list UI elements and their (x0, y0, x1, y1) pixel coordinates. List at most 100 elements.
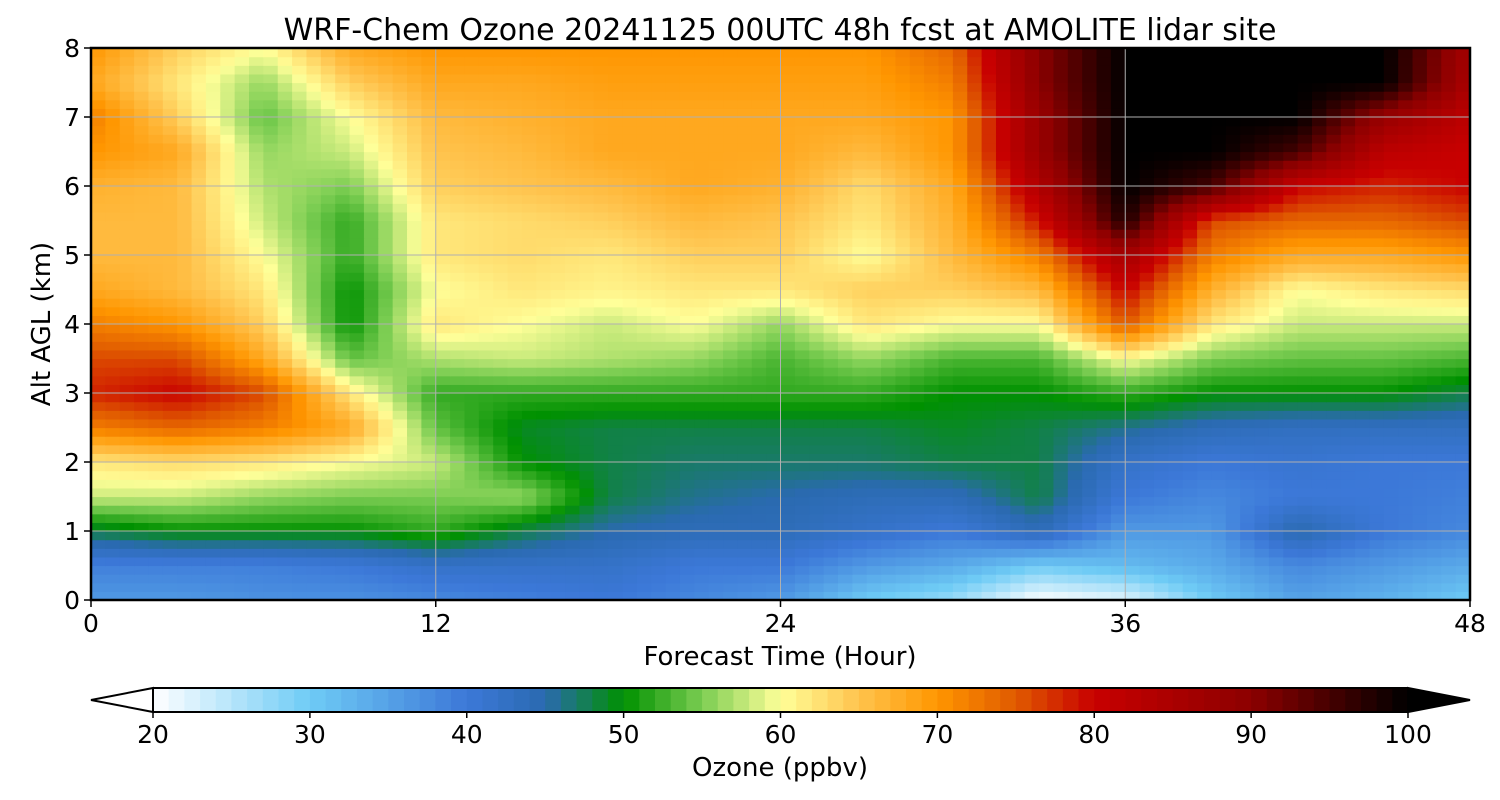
ozone-cell (909, 246, 925, 256)
ozone-cell (435, 384, 451, 394)
ozone-cell (967, 479, 983, 489)
ozone-cell (320, 298, 336, 308)
ozone-cell (895, 505, 911, 515)
ozone-cell (507, 487, 523, 498)
ozone-cell (909, 453, 925, 463)
ozone-cell (493, 332, 509, 342)
ozone-cell (995, 531, 1011, 541)
ozone-cell (450, 574, 466, 584)
ozone-cell (220, 220, 236, 230)
ozone-cell (1182, 470, 1198, 480)
ozone-cell (1283, 220, 1299, 230)
ozone-cell (608, 556, 624, 567)
ozone-cell (105, 470, 121, 480)
ozone-cell (435, 194, 451, 204)
ozone-cell (1153, 263, 1169, 273)
ozone-cell (852, 384, 868, 394)
ozone-cell (622, 565, 638, 575)
ozone-cell (335, 427, 351, 437)
ozone-cell (349, 462, 365, 472)
ozone-cell (1168, 349, 1184, 360)
ozone-cell (665, 479, 681, 489)
ozone-cell (1240, 496, 1256, 506)
ozone-cell (1053, 556, 1069, 567)
ozone-cell (407, 203, 422, 213)
ozone-cell (1340, 367, 1356, 377)
ozone-cell (780, 591, 796, 601)
ozone-cell (1355, 324, 1371, 334)
ozone-cell (766, 384, 782, 394)
ozone-cell (1039, 315, 1055, 325)
ozone-cell (895, 375, 911, 385)
ozone-cell (1412, 211, 1428, 222)
ozone-cell (277, 237, 293, 247)
ozone-cell (737, 531, 753, 541)
ozone-cell (938, 160, 954, 170)
ozone-cell (277, 246, 293, 256)
ozone-cell (1182, 582, 1198, 592)
ozone-cell (277, 151, 293, 161)
ozone-cell (679, 393, 695, 403)
ozone-cell (363, 574, 379, 584)
ozone-cell (809, 349, 825, 360)
ozone-cell (780, 341, 796, 351)
ozone-cell (1082, 444, 1098, 454)
ozone-cell (148, 289, 164, 299)
ozone-cell (134, 582, 150, 592)
ozone-cell (1225, 263, 1241, 273)
ozone-cell (148, 186, 164, 196)
ozone-cell (292, 444, 308, 454)
ozone-cell (809, 186, 825, 196)
ozone-cell (1067, 332, 1083, 342)
ozone-cell (478, 349, 494, 360)
ozone-cell (249, 168, 264, 178)
ozone-cell (521, 358, 537, 368)
ozone-cell (1355, 436, 1371, 446)
ozone-cell (881, 487, 897, 498)
ozone-cell (550, 462, 566, 472)
ozone-cell (550, 237, 566, 247)
ozone-cell (162, 453, 178, 463)
ozone-cell (249, 479, 264, 489)
ozone-cell (320, 384, 336, 394)
ozone-cell (435, 229, 451, 239)
ozone-cell (177, 574, 193, 584)
ozone-cell (435, 427, 451, 437)
ozone-cell (1053, 246, 1069, 256)
ozone-cell (1139, 229, 1155, 239)
ozone-cell (435, 237, 451, 247)
ozone-cell (91, 375, 106, 385)
ozone-cell (823, 341, 839, 351)
ozone-cell (636, 237, 652, 247)
ozone-cell (766, 315, 782, 325)
ozone-cell (335, 410, 351, 420)
ozone-cell (450, 220, 466, 230)
ozone-cell (751, 531, 767, 541)
ozone-cell (881, 332, 897, 342)
ozone-cell (421, 255, 437, 265)
ozone-cell (1153, 393, 1169, 403)
ozone-cell (924, 393, 940, 403)
ozone-cell (205, 444, 221, 454)
ozone-cell (579, 574, 595, 584)
ozone-cell (766, 160, 782, 170)
ozone-cell (780, 367, 796, 377)
ozone-cell (134, 358, 150, 368)
ozone-cell (579, 220, 595, 230)
ozone-cell (177, 393, 193, 403)
ozone-cell (1125, 280, 1141, 291)
ozone-cell (766, 229, 782, 239)
ozone-cell (1398, 220, 1414, 230)
ozone-cell (708, 168, 724, 178)
ozone-cell (249, 186, 264, 196)
ozone-cell (809, 324, 825, 334)
ozone-cell (1268, 418, 1284, 429)
ozone-cell (837, 358, 853, 368)
ozone-cell (464, 470, 480, 480)
ozone-cell (794, 505, 810, 515)
ozone-cell (536, 203, 552, 213)
ozone-cell (895, 591, 911, 601)
ozone-cell (464, 574, 480, 584)
ozone-cell (1110, 332, 1126, 342)
ozone-cell (852, 298, 868, 308)
